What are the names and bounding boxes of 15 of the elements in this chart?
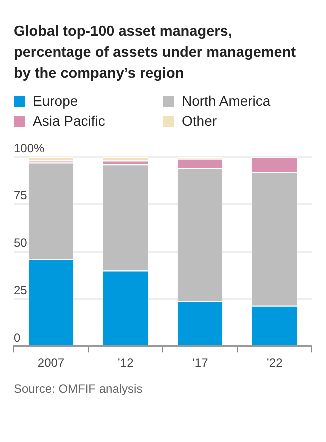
chart-title: Global top-100 asset managers, percentage of assets under management by the company’s region (14, 23, 298, 84)
x-tick-label: 2007 (38, 356, 65, 370)
y-tick-label: 50 (14, 236, 28, 250)
legend-label: Europe (33, 93, 78, 109)
legend-label: North America (182, 93, 271, 109)
x-tick-label: ’12 (118, 356, 134, 370)
y-tick-label: 100% (14, 141, 46, 156)
x-tick-label: ’22 (266, 356, 284, 370)
y-tick-label: 75 (14, 188, 28, 203)
y-tick-label: 25 (14, 284, 28, 298)
x-tick-label: ’17 (192, 356, 209, 370)
legend-label: Other (182, 113, 218, 129)
legend-label: Asia Pacific (33, 113, 106, 129)
y-tick-label: 0 (14, 330, 21, 345)
source-note: Source: OMFIF analysis (14, 381, 144, 397)
